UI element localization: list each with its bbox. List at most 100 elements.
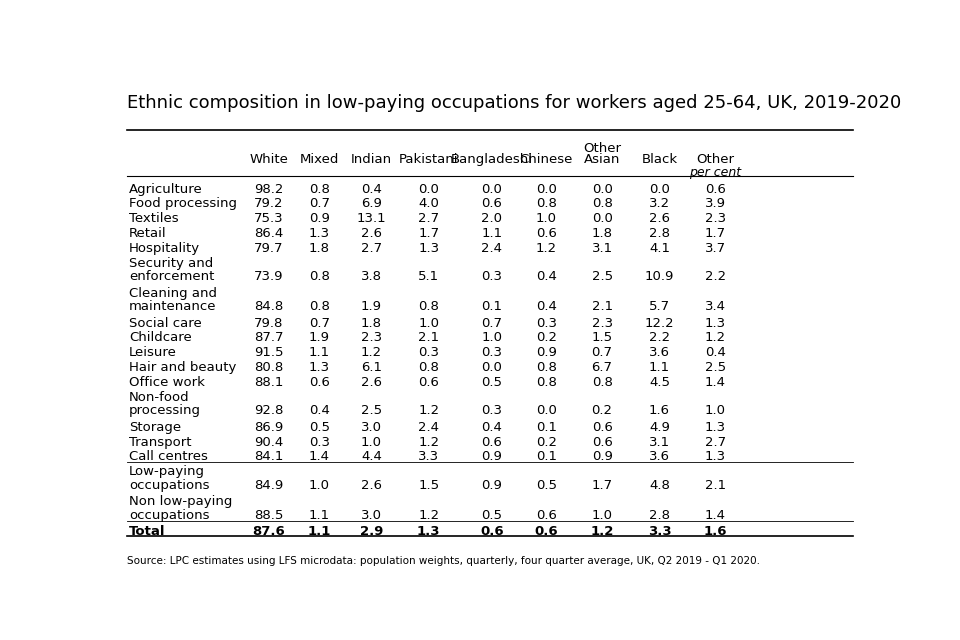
Text: 1.7: 1.7 xyxy=(419,227,440,240)
Text: 0.0: 0.0 xyxy=(649,182,670,196)
Text: 3.2: 3.2 xyxy=(649,197,670,211)
Text: 1.1: 1.1 xyxy=(308,525,331,538)
Text: Total: Total xyxy=(129,525,165,538)
Text: 1.0: 1.0 xyxy=(361,436,382,449)
Text: 1.4: 1.4 xyxy=(705,376,726,389)
Text: 0.7: 0.7 xyxy=(309,197,330,211)
Text: 1.4: 1.4 xyxy=(705,509,726,522)
Text: Retail: Retail xyxy=(129,227,166,240)
Text: 2.8: 2.8 xyxy=(649,227,670,240)
Text: 1.1: 1.1 xyxy=(309,346,330,359)
Text: 0.8: 0.8 xyxy=(591,197,612,211)
Text: 0.6: 0.6 xyxy=(705,182,726,196)
Text: 1.0: 1.0 xyxy=(419,317,440,330)
Text: 0.0: 0.0 xyxy=(482,361,502,374)
Text: 2.3: 2.3 xyxy=(705,212,726,225)
Text: 0.0: 0.0 xyxy=(536,182,557,196)
Text: 0.1: 0.1 xyxy=(536,451,557,463)
Text: 84.1: 84.1 xyxy=(254,451,283,463)
Text: 2.3: 2.3 xyxy=(591,317,612,330)
Text: Chinese: Chinese xyxy=(519,153,573,166)
Text: Mixed: Mixed xyxy=(300,153,339,166)
Text: 1.0: 1.0 xyxy=(536,212,557,225)
Text: 5.1: 5.1 xyxy=(419,270,440,284)
Text: 2.9: 2.9 xyxy=(360,525,383,538)
Text: 3.6: 3.6 xyxy=(649,346,670,359)
Text: per cent: per cent xyxy=(689,166,741,179)
Text: 0.9: 0.9 xyxy=(309,212,330,225)
Text: 1.6: 1.6 xyxy=(704,525,727,538)
Text: 2.5: 2.5 xyxy=(591,270,612,284)
Text: Other: Other xyxy=(696,153,734,166)
Text: 3.6: 3.6 xyxy=(649,451,670,463)
Text: 79.8: 79.8 xyxy=(254,317,283,330)
Text: processing: processing xyxy=(129,404,201,417)
Text: 1.7: 1.7 xyxy=(591,479,612,492)
Text: 1.2: 1.2 xyxy=(705,332,726,344)
Text: 80.8: 80.8 xyxy=(254,361,283,374)
Text: 1.8: 1.8 xyxy=(591,227,612,240)
Text: 0.2: 0.2 xyxy=(536,436,557,449)
Text: 0.2: 0.2 xyxy=(536,332,557,344)
Text: 3.3: 3.3 xyxy=(648,525,671,538)
Text: Hair and beauty: Hair and beauty xyxy=(129,361,236,374)
Text: 3.1: 3.1 xyxy=(649,436,670,449)
Text: 0.6: 0.6 xyxy=(536,509,557,522)
Text: maintenance: maintenance xyxy=(129,300,216,313)
Text: 1.0: 1.0 xyxy=(482,332,502,344)
Text: 91.5: 91.5 xyxy=(254,346,283,359)
Text: Call centres: Call centres xyxy=(129,451,207,463)
Text: 4.0: 4.0 xyxy=(419,197,439,211)
Text: 2.5: 2.5 xyxy=(361,404,382,417)
Text: 5.7: 5.7 xyxy=(649,300,670,313)
Text: 3.0: 3.0 xyxy=(361,509,382,522)
Text: 4.5: 4.5 xyxy=(649,376,670,389)
Text: 0.4: 0.4 xyxy=(309,404,330,417)
Text: 79.7: 79.7 xyxy=(254,242,283,255)
Text: Childcare: Childcare xyxy=(129,332,192,344)
Text: 0.9: 0.9 xyxy=(536,346,557,359)
Text: Cleaning and: Cleaning and xyxy=(129,287,217,300)
Text: 2.6: 2.6 xyxy=(361,479,382,492)
Text: Social care: Social care xyxy=(129,317,202,330)
Text: 2.1: 2.1 xyxy=(419,332,440,344)
Text: 1.0: 1.0 xyxy=(705,404,726,417)
Text: 87.7: 87.7 xyxy=(254,332,283,344)
Text: 92.8: 92.8 xyxy=(254,404,283,417)
Text: Agriculture: Agriculture xyxy=(129,182,203,196)
Text: 0.8: 0.8 xyxy=(419,361,439,374)
Text: 1.2: 1.2 xyxy=(536,242,557,255)
Text: 0.0: 0.0 xyxy=(591,212,612,225)
Text: 2.7: 2.7 xyxy=(419,212,440,225)
Text: 88.1: 88.1 xyxy=(254,376,283,389)
Text: Office work: Office work xyxy=(129,376,204,389)
Text: 0.7: 0.7 xyxy=(309,317,330,330)
Text: Source: LPC estimates using LFS microdata: population weights, quarterly, four q: Source: LPC estimates using LFS microdat… xyxy=(128,556,760,566)
Text: 0.3: 0.3 xyxy=(482,404,502,417)
Text: occupations: occupations xyxy=(129,479,209,492)
Text: Asian: Asian xyxy=(584,153,620,166)
Text: 2.7: 2.7 xyxy=(361,242,382,255)
Text: 1.3: 1.3 xyxy=(309,361,330,374)
Text: 3.1: 3.1 xyxy=(591,242,612,255)
Text: 2.6: 2.6 xyxy=(649,212,670,225)
Text: 4.9: 4.9 xyxy=(649,420,670,434)
Text: 3.7: 3.7 xyxy=(705,242,726,255)
Text: 0.6: 0.6 xyxy=(482,197,502,211)
Text: enforcement: enforcement xyxy=(129,270,214,284)
Text: 1.8: 1.8 xyxy=(309,242,330,255)
Text: 0.4: 0.4 xyxy=(482,420,502,434)
Text: 0.6: 0.6 xyxy=(536,227,557,240)
Text: 0.1: 0.1 xyxy=(536,420,557,434)
Text: 79.2: 79.2 xyxy=(254,197,283,211)
Text: 86.4: 86.4 xyxy=(254,227,283,240)
Text: 0.5: 0.5 xyxy=(309,420,330,434)
Text: Black: Black xyxy=(641,153,678,166)
Text: 4.4: 4.4 xyxy=(361,451,382,463)
Text: 1.4: 1.4 xyxy=(309,451,330,463)
Text: White: White xyxy=(250,153,288,166)
Text: 1.2: 1.2 xyxy=(419,404,440,417)
Text: 0.6: 0.6 xyxy=(419,376,439,389)
Text: 0.9: 0.9 xyxy=(591,451,612,463)
Text: 1.1: 1.1 xyxy=(481,227,503,240)
